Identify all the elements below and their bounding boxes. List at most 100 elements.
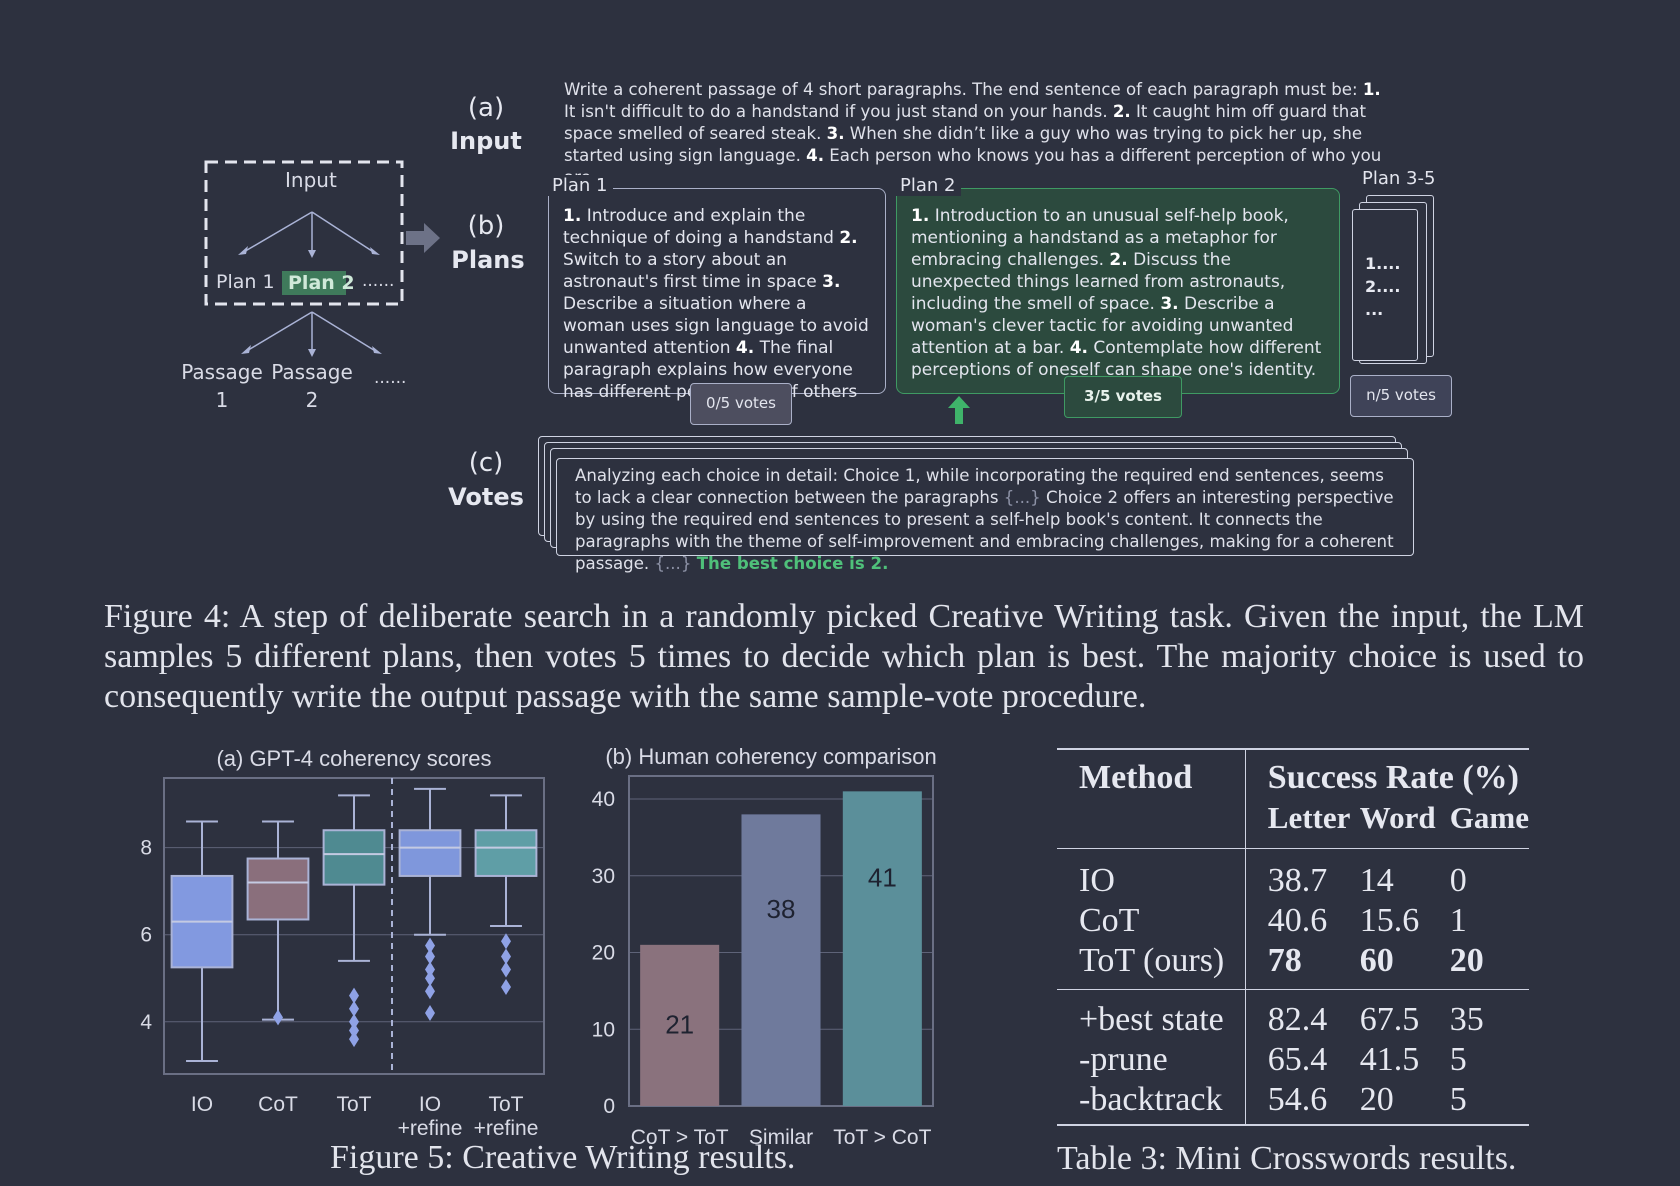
item-number: 1.: [563, 206, 582, 226]
text-segment: Discuss the unexpected things learned fr…: [911, 250, 1286, 314]
y-tick-label: 4: [140, 1011, 152, 1034]
row-value: 54.6: [1267, 1081, 1328, 1118]
up-arrow-icon: [948, 396, 970, 424]
bar-cot-tot: [640, 944, 720, 1106]
bar-similar: [741, 814, 821, 1106]
table-row: -prune 65.4 41.5 5: [1057, 1040, 1529, 1080]
plan35-votes: n/5 votes: [1350, 375, 1452, 417]
text-segment: It isn't difficult to do a handstand if …: [564, 102, 1113, 121]
tree-edge: [244, 311, 313, 353]
text-segment: Switch to a story about an astronaut's f…: [563, 250, 823, 292]
tree-edge: [311, 311, 378, 353]
plan1-text: 1. Introduce and explain the technique o…: [563, 205, 873, 403]
results-table: Method Success Rate (%) Letter Word Game…: [1057, 750, 1529, 1124]
row-value: 60: [1359, 942, 1394, 979]
row-value: 67.5: [1359, 1001, 1420, 1038]
table-row: ToT (ours) 78 60 20: [1057, 941, 1529, 990]
table-row: +best state 82.4 67.5 35: [1057, 989, 1529, 1040]
diagram-passage1: Passage 1: [181, 360, 263, 412]
row-value: 40.6: [1267, 902, 1328, 939]
x-tick-label: ToT: [336, 1093, 371, 1116]
table-row: -backtrack 54.6 20 5: [1057, 1080, 1529, 1124]
row-value: 38.7: [1267, 862, 1328, 899]
diagram-input-label: Input: [285, 168, 337, 192]
x-tick-label: ToT: [488, 1093, 523, 1116]
y-tick-label: 30: [592, 865, 615, 888]
section-a-letter: (a): [467, 93, 505, 123]
flier-point: [349, 1000, 359, 1017]
row-value: 1: [1449, 902, 1467, 939]
flier-point: [425, 948, 435, 965]
plan1-votes: 0/5 votes: [690, 383, 792, 425]
plan35-card-front: 1.... 2.... ...: [1352, 209, 1418, 361]
row-value: 0: [1449, 862, 1467, 899]
chart-a-title: (a) GPT-4 coherency scores: [216, 746, 491, 771]
plan2-box: 1. Introduction to an unusual self-help …: [896, 188, 1340, 394]
input-prompt-text: Write a coherent passage of 4 short para…: [564, 79, 1394, 189]
text-segment: Introduce and explain the technique of d…: [563, 206, 840, 248]
section-c-letter: (c): [468, 448, 504, 478]
flier-point: [501, 978, 511, 995]
y-tick-label: 6: [140, 924, 152, 947]
header-method: Method: [1057, 750, 1246, 849]
text-segment: Introduction to an unusual self-help boo…: [911, 206, 1289, 270]
ellipsis-text: {...}: [654, 554, 692, 573]
box-cot: [246, 857, 310, 921]
bar-chart: (b) Human coherency comparison 0 10 20 30 40 2…: [592, 744, 937, 1146]
text-segment: Choice 2 offers an interesting perspecti…: [575, 488, 1394, 573]
row-method: IO: [1057, 848, 1246, 901]
tree-edge: [241, 211, 313, 254]
flier-point: [349, 1022, 359, 1039]
flier-point: [501, 933, 511, 950]
bar-tot-cot: [842, 791, 922, 1106]
flier-point: [349, 1013, 359, 1030]
text-segment: It caught him off guard that space smell…: [564, 102, 1367, 143]
flier-point: [425, 1005, 435, 1022]
box-tot-refine: [474, 829, 538, 877]
item-number: 4.: [1069, 338, 1088, 358]
ellipsis-text: {...}: [1003, 488, 1041, 507]
row-value: 14: [1359, 862, 1394, 899]
bar-value-label: 21: [665, 1009, 694, 1039]
row-method: -backtrack: [1057, 1080, 1246, 1124]
header-success: Success Rate (%) Letter Word Game: [1245, 750, 1529, 849]
x-tick-label: IO: [419, 1093, 441, 1116]
item-number: 3.: [822, 272, 841, 292]
flier-point: [425, 970, 435, 987]
text-segment: Describe a woman's clever tactic for avo…: [911, 294, 1294, 358]
item-number: 3.: [1160, 294, 1179, 314]
diagram-plan-more: ......: [362, 271, 395, 291]
diagram-passage-more: ......: [374, 368, 407, 388]
plan35-title: Plan 3-5: [1356, 168, 1442, 189]
text-segment: Write a coherent passage of 4 short para…: [564, 80, 1363, 99]
section-b-name: Plans: [451, 246, 525, 274]
header-game: Game: [1449, 800, 1529, 835]
item-number: 3.: [826, 124, 845, 143]
text-segment: Analyzing each choice in detail: Choice …: [575, 466, 1384, 507]
bar-value-label: 38: [767, 894, 796, 924]
plan2-text: 1. Introduction to an unusual self-help …: [911, 205, 1327, 381]
table-header-row: Method Success Rate (%) Letter Word Game: [1057, 750, 1529, 849]
flier-point: [501, 961, 511, 978]
flier-point: [425, 937, 435, 954]
header-letter: Letter: [1267, 800, 1351, 835]
x-tick-label: CoT: [258, 1093, 298, 1116]
y-tick-label: 40: [592, 788, 615, 811]
item-number: 2.: [839, 228, 858, 248]
flier-point: [349, 987, 359, 1004]
y-tick-label: 20: [592, 942, 615, 965]
flier-point: [349, 1031, 359, 1048]
table3-caption: Table 3: Mini Crosswords results.: [1057, 1140, 1517, 1177]
plot-frame: [163, 777, 545, 1075]
x-tick-label: +refine: [398, 1117, 463, 1140]
row-method: ToT (ours): [1057, 941, 1246, 990]
flier-point: [273, 1009, 283, 1026]
item-number: 1.: [911, 206, 930, 226]
row-value: 20: [1449, 942, 1484, 979]
votes-card: Analyzing each choice in detail: Choice …: [556, 458, 1414, 573]
bar-value-label: 41: [868, 863, 897, 893]
x-tick-label: IO: [191, 1093, 213, 1116]
row-method: +best state: [1057, 989, 1246, 1040]
section-c-name: Votes: [448, 483, 524, 511]
